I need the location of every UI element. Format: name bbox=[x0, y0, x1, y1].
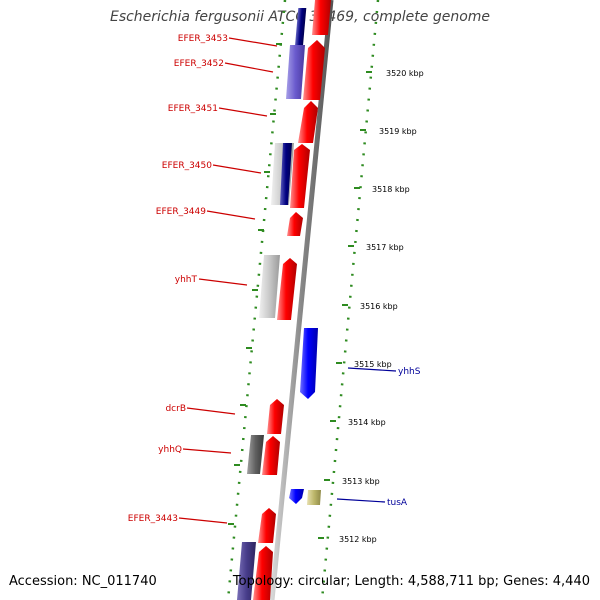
gene-label: dcrB bbox=[165, 404, 186, 414]
scale-tick-labels: 3520 kbp 3519 kbp 3518 kbp 3517 kbp 3516… bbox=[339, 69, 424, 544]
left-gene-labels: EFER_3453 EFER_3452 EFER_3451 EFER_3450 … bbox=[128, 34, 228, 524]
gene-arrow-forward bbox=[258, 508, 276, 543]
gene-label: EFER_3451 bbox=[168, 104, 218, 114]
scale-ticks bbox=[228, 43, 372, 539]
gene-arrow-forward bbox=[287, 212, 303, 236]
left-label-connectors bbox=[178, 37, 278, 524]
forward-strand-genes bbox=[253, 0, 331, 600]
accession-label: Accession: NC_011740 bbox=[9, 574, 157, 589]
feature-block bbox=[307, 490, 321, 505]
feature-block bbox=[294, 8, 307, 50]
feature-block bbox=[237, 542, 256, 600]
tick-label: 3519 kbp bbox=[379, 127, 417, 136]
gene-label: EFER_3450 bbox=[162, 161, 212, 171]
gene-label: EFER_3452 bbox=[174, 59, 224, 69]
gene-arrow-forward bbox=[277, 258, 297, 320]
feature-block bbox=[247, 435, 264, 474]
feature-block bbox=[259, 255, 280, 318]
right-gene-labels: yhhS tusA bbox=[387, 367, 421, 508]
gene-label: EFER_3453 bbox=[178, 34, 228, 44]
tick-label: 3520 kbp bbox=[386, 69, 424, 78]
gene-arrow-forward bbox=[262, 436, 280, 475]
gene-label: yhhT bbox=[175, 275, 198, 285]
right-label-connectors bbox=[336, 367, 397, 503]
reverse-strand-genes bbox=[289, 328, 318, 504]
gene-arrow-reverse bbox=[300, 328, 318, 399]
tick-label: 3512 kbp bbox=[339, 535, 377, 544]
feature-block bbox=[286, 45, 305, 99]
gene-arrow-forward bbox=[267, 399, 284, 434]
gene-label: yhhS bbox=[398, 367, 421, 377]
gene-arrow-forward bbox=[290, 144, 310, 208]
tick-label: 3517 kbp bbox=[366, 243, 404, 252]
feature-block bbox=[280, 143, 292, 205]
genome-backbone bbox=[269, 0, 334, 600]
tick-label: 3516 kbp bbox=[360, 302, 398, 311]
tick-label: 3518 kbp bbox=[372, 185, 410, 194]
gene-label: yhhQ bbox=[158, 445, 182, 455]
gene-label: EFER_3449 bbox=[156, 207, 206, 217]
gene-arrow-reverse bbox=[289, 489, 304, 504]
topology-label: Topology: circular; Length: 4,588,711 bp… bbox=[232, 574, 590, 589]
gene-arrow-forward bbox=[312, 0, 331, 35]
tick-label: 3514 kbp bbox=[348, 418, 386, 427]
tick-label: 3515 kbp bbox=[354, 360, 392, 369]
inner-dotted-line bbox=[226, 0, 287, 600]
scale-dotted-line bbox=[320, 0, 380, 600]
tick-label: 3513 kbp bbox=[342, 477, 380, 486]
other-features bbox=[237, 8, 321, 600]
gene-arrow-forward bbox=[253, 546, 273, 600]
gene-label: EFER_3443 bbox=[128, 514, 178, 524]
gene-arrow-forward bbox=[298, 101, 318, 143]
gene-label: tusA bbox=[387, 498, 408, 508]
gene-arrow-forward bbox=[303, 40, 325, 100]
